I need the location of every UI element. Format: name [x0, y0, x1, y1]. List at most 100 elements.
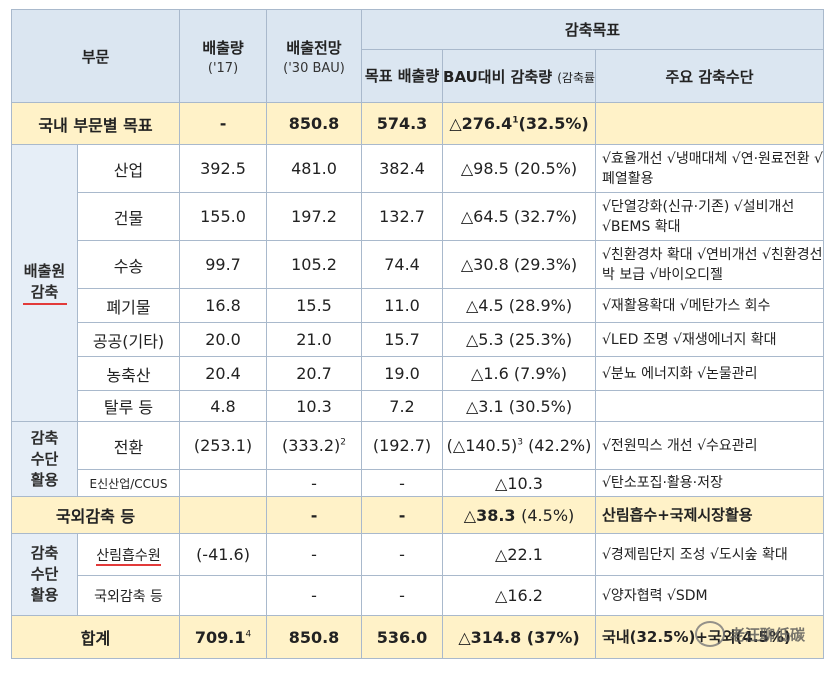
ccus-label: E신산업/CCUS	[76, 469, 181, 497]
source-means	[595, 390, 825, 422]
ccus-outlook: -	[266, 469, 363, 497]
source-means: √효율개선 √냉매대체 √연·원료전환 √폐열활용	[595, 144, 825, 193]
source-reduction: △30.8 (29.3%)	[442, 240, 597, 289]
ccus-reduction: △10.3	[442, 469, 597, 497]
group-means-use: 감축수단 활용	[11, 421, 78, 497]
source-label: 농축산	[76, 356, 181, 391]
source-row: 공공(기타) 20.0 21.0 15.7 △5.3 (25.3%) √LED …	[12, 322, 825, 357]
source-means: √단열강화(신규·기존) √설비개선 √BEMS 확대	[595, 192, 825, 241]
source-reduction: △98.5 (20.5%)	[442, 144, 597, 193]
total-row: 합계 709.14 850.8 536.0 △314.8 (37%) 국내(32…	[10, 615, 825, 659]
source-emission: 99.7	[179, 240, 268, 289]
domestic-label: 국내 부문별 목표	[10, 102, 181, 145]
overseas-emission	[179, 496, 268, 534]
source-row: 농축산 20.4 20.7 19.0 △1.6 (7.9%) √분뇨 에너지화 …	[12, 356, 825, 391]
conversion-means: √전원믹스 개선 √수요관리	[595, 421, 825, 470]
domestic-means	[595, 102, 825, 145]
source-row: 수송 99.7 105.2 74.4 △30.8 (29.3%) √친환경차 확…	[12, 240, 825, 289]
source-reduction: △5.3 (25.3%)	[442, 322, 597, 357]
conversion-row: 감축수단 활용 전환 (253.1) (333.2)2 (192.7) (△14…	[11, 421, 825, 497]
source-row: 건물 155.0 197.2 132.7 △64.5 (32.7%) √단열강화…	[12, 192, 825, 241]
forest-label-text: 산림흡수원	[96, 547, 161, 566]
source-target: 382.4	[361, 144, 444, 193]
overseas-reduction-value: △38.3	[463, 505, 516, 525]
source-outlook: 105.2	[266, 240, 363, 289]
forest-means: √경제림단지 조성 √도시숲 확대	[595, 533, 825, 576]
conversion-reduction-value: (△140.5)	[446, 436, 518, 455]
watermark: 老汪聊低碳	[694, 621, 805, 647]
header-reduction-goal: 감축목표	[361, 9, 825, 50]
domestic-reduction-value: △276.4	[449, 114, 513, 133]
ccus-emission	[179, 469, 268, 497]
source-means: √친환경차 확대 √연비개선 √친환경선박 보급 √바이오디젤	[595, 240, 825, 289]
domestic-outlook: 850.8	[266, 102, 363, 145]
overseas-outlook: -	[266, 496, 363, 534]
header-outlook-label: 배출전망	[286, 38, 342, 57]
source-target: 132.7	[361, 192, 444, 241]
group-emission-source: 배출원 감축	[11, 144, 78, 422]
source-label: 건물	[76, 192, 181, 241]
source-emission: 155.0	[179, 192, 268, 241]
conversion-emission: (253.1)	[179, 421, 268, 470]
group-means-use-2-label: 감축수단 활용	[30, 544, 59, 604]
header-row-1: 부문 배출량 ('17) 배출전망 ('30 BAU) 감축목표	[10, 9, 825, 103]
reduction-table: 부문 배출량 ('17) 배출전망 ('30 BAU) 감축목표 목표 배출량 …	[10, 9, 825, 659]
source-row: 배출원 감축 산업 392.5 481.0 382.4 △98.5 (20.5%…	[11, 144, 825, 422]
source-emission: 20.4	[179, 356, 268, 391]
source-reduction: △3.1 (30.5%)	[442, 390, 597, 422]
total-emission-value: 709.1	[194, 627, 246, 647]
source-target: 74.4	[361, 240, 444, 289]
source-target: 7.2	[361, 390, 444, 422]
source-target: 19.0	[361, 356, 444, 391]
abroad-means: √양자협력 √SDM	[595, 575, 825, 616]
header-row-2: 목표 배출량 BAU대비 감축량 (감축률) 주요 감축수단	[12, 49, 825, 103]
header-bau-sub: (감축률)	[557, 70, 596, 85]
abroad-emission	[179, 575, 268, 616]
header-emission-label: 배출량	[202, 38, 244, 57]
abroad-reduction: △16.2	[442, 575, 597, 616]
source-label: 수송	[76, 240, 181, 289]
overseas-target: -	[361, 496, 444, 534]
conversion-outlook-note: 2	[340, 437, 347, 448]
header-outlook: 배출전망 ('30 BAU)	[266, 9, 363, 103]
source-outlook: 15.5	[266, 288, 363, 323]
source-outlook: 20.7	[266, 356, 363, 391]
abroad-label: 국외감축 등	[76, 575, 181, 616]
header-emission-year: ('17)	[207, 60, 239, 76]
watermark-text: 老汪聊低碳	[729, 625, 805, 644]
conversion-reduction: (△140.5)3 (42.2%)	[442, 421, 597, 470]
forest-target: -	[361, 533, 444, 576]
total-target: 536.0	[361, 615, 444, 659]
overseas-means: 산림흡수+국제시장활용	[595, 496, 825, 534]
source-outlook: 197.2	[266, 192, 363, 241]
overseas-rate: (4.5%)	[521, 505, 575, 525]
group-means-use-2: 감축수단 활용	[11, 533, 78, 616]
domestic-emission: -	[179, 102, 268, 145]
source-target: 11.0	[361, 288, 444, 323]
header-target: 목표 배출량	[361, 49, 444, 103]
header-sector: 부문	[10, 9, 181, 103]
conversion-reduction-note: 3	[517, 437, 523, 448]
source-means: √분뇨 에너지화 √논물관리	[595, 356, 825, 391]
domestic-reduction-note: 1	[512, 115, 519, 126]
source-reduction: △64.5 (32.7%)	[442, 192, 597, 241]
abroad-row: 국외감축 등 - - △16.2 √양자협력 √SDM	[12, 575, 825, 616]
abroad-outlook: -	[266, 575, 363, 616]
abroad-target: -	[361, 575, 444, 616]
conversion-outlook: (333.2)2	[266, 421, 363, 470]
source-emission: 4.8	[179, 390, 268, 422]
domestic-reduction: △276.41(32.5%)	[442, 102, 597, 145]
source-row: 폐기물 16.8 15.5 11.0 △4.5 (28.9%) √재활용확대 √…	[12, 288, 825, 323]
domestic-rate: (32.5%)	[518, 114, 589, 133]
conversion-label: 전환	[76, 421, 181, 470]
forest-label: 산림흡수원	[76, 533, 181, 576]
source-emission: 20.0	[179, 322, 268, 357]
header-emission: 배출량 ('17)	[179, 9, 268, 103]
total-emission-note: 4	[245, 629, 252, 640]
total-reduction: △314.8 (37%)	[442, 615, 597, 659]
source-outlook: 21.0	[266, 322, 363, 357]
header-bau-label: BAU대비 감축량	[443, 67, 552, 86]
source-outlook: 481.0	[266, 144, 363, 193]
source-reduction: △4.5 (28.9%)	[442, 288, 597, 323]
source-target: 15.7	[361, 322, 444, 357]
